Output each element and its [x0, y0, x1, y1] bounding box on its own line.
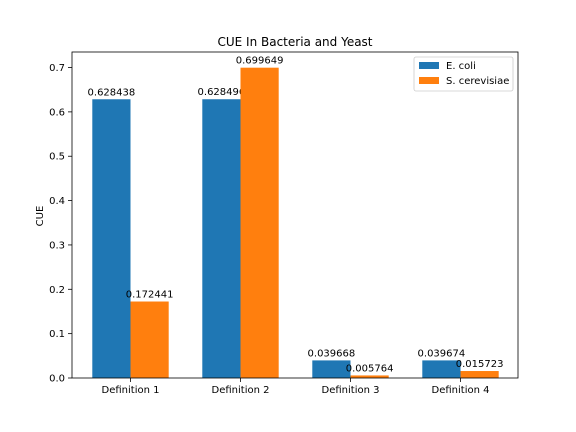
x-tick-label: Definition 1: [102, 385, 160, 396]
y-tick-label: 0.6: [49, 107, 65, 118]
plot-area: 0.628438 0.628496 0.039668 0.039674 0.172441…: [49, 51, 519, 396]
x-tick-label: Definition 2: [212, 385, 270, 396]
plot-frame: [71, 51, 519, 379]
legend-swatch: [419, 77, 439, 84]
y-tick-label: 0.0: [49, 374, 65, 385]
chart-title: CUE In Bacteria and Yeast: [217, 35, 372, 49]
data-label: 0.699649: [236, 56, 284, 67]
legend-label: E. coli: [446, 61, 476, 72]
y-tick-label: 0.3: [49, 240, 65, 251]
bar: [202, 99, 241, 378]
data-label: 0.015723: [456, 359, 504, 370]
legend: E. coli S. cerevisiae: [413, 56, 514, 92]
y-axis-label: CUE: [35, 206, 46, 227]
bar: [130, 301, 169, 378]
legend-label: S. cerevisiae: [446, 76, 509, 87]
data-label: 0.628438: [88, 87, 136, 98]
bar: [92, 99, 131, 379]
y-tick-label: 0.7: [49, 63, 65, 74]
bar: [240, 67, 279, 378]
bar: [350, 375, 389, 378]
y-tick-label: 0.2: [49, 285, 65, 296]
x-tick-label: Definition 4: [432, 385, 490, 396]
bar: [312, 360, 351, 378]
bar: [460, 371, 499, 378]
data-label: 0.005764: [346, 363, 394, 374]
data-label: 0.172441: [126, 290, 174, 301]
x-tick-label: Definition 3: [322, 385, 380, 396]
y-tick-label: 0.4: [49, 196, 65, 207]
legend-swatch: [419, 62, 439, 69]
y-tick-label: 0.1: [49, 329, 65, 340]
data-label: 0.039668: [308, 348, 356, 359]
bar: [422, 360, 461, 378]
y-tick-label: 0.5: [49, 152, 65, 163]
data-label: 0.628496: [198, 87, 246, 98]
data-label: 0.039674: [418, 348, 466, 359]
